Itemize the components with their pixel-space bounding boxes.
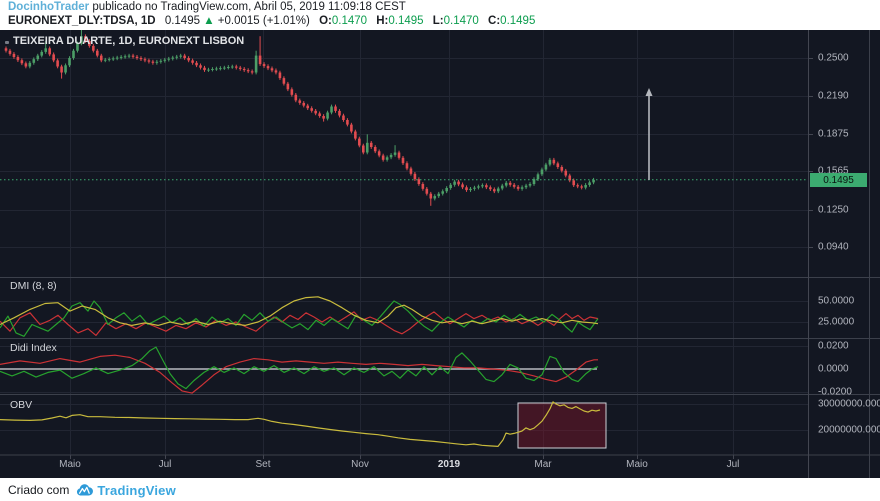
byline: DocinhoTrader publicado no TradingView.c… (8, 1, 535, 14)
tradingview-wordmark[interactable]: TradingView (97, 482, 176, 498)
close-value: 0.1495 (500, 15, 536, 27)
axis-label: 0.0000 (818, 363, 849, 375)
time-label-2019: 2019 (437, 459, 461, 470)
time-label-maio: Maio (59, 459, 81, 470)
price-change: +0.0015 (+1.01%) (217, 15, 310, 27)
chart-title: TEIXEIRA DUARTE, 1D, EURONEXT LISBON (13, 35, 245, 47)
time-label-maio: Maio (626, 459, 648, 470)
tradingview-logo-icon (76, 483, 94, 497)
axis-label: 0.2500 (818, 52, 849, 64)
symbol-info-row: EURONEXT_DLY:TDSA, 1D 0.1495 ▲ +0.0015 (… (8, 15, 535, 28)
up-arrow-icon: ▲ (203, 15, 215, 27)
series-marker-icon (5, 41, 9, 44)
axis-label: 50.0000 (818, 295, 855, 307)
attribution-footer: Criado com TradingView (8, 480, 176, 500)
axis-label: 20000000.0000 (818, 424, 880, 436)
author-username: DocinhoTrader (8, 1, 90, 13)
axis-label: 0.1875 (818, 128, 849, 140)
time-label-jul: Jul (726, 459, 740, 470)
chart-area[interactable]: TEIXEIRA DUARTE, 1D, EURONEXT LISBON DMI… (0, 30, 880, 478)
last-price-value: 0.1495 (164, 15, 200, 27)
time-label-nov: Nov (351, 459, 369, 470)
low-value: 0.1470 (443, 15, 479, 27)
close-label: C: (488, 15, 501, 27)
symbol-name: EURONEXT_DLY:TDSA, 1D (8, 15, 156, 27)
snapshot-header: DocinhoTrader publicado no TradingView.c… (8, 1, 535, 28)
axis-label: -0.0200 (818, 386, 852, 398)
pane-label-0: DMI (8, 8) (10, 280, 57, 292)
time-label-mar: Mar (534, 459, 552, 470)
axis-label: 30000000.0000 (818, 398, 880, 410)
pane-label-1: Didi Index (10, 342, 57, 354)
axis-label: 25.0000 (818, 316, 855, 328)
open-label: O: (319, 15, 332, 27)
chart-canvas[interactable] (0, 30, 880, 478)
axis-label: 0.0200 (818, 340, 849, 352)
axis-label: 0.1250 (818, 204, 849, 216)
axis-label: 0.2190 (818, 90, 849, 102)
axis-label: 0.0940 (818, 241, 849, 253)
time-label-set: Set (255, 459, 271, 470)
high-value: 0.1495 (388, 15, 424, 27)
attribution-text: Criado com (8, 483, 70, 497)
last-price-badge: 0.1495 (810, 173, 867, 187)
low-label: L: (432, 15, 444, 27)
open-value: 0.1470 (331, 15, 368, 27)
axis-label: 0.1565 (818, 165, 849, 177)
byline-text: publicado no TradingView.com, Abril 05, … (89, 1, 406, 13)
pane-label-2: OBV (10, 399, 33, 411)
high-label: H: (376, 15, 389, 27)
time-label-jul: Jul (158, 459, 172, 470)
